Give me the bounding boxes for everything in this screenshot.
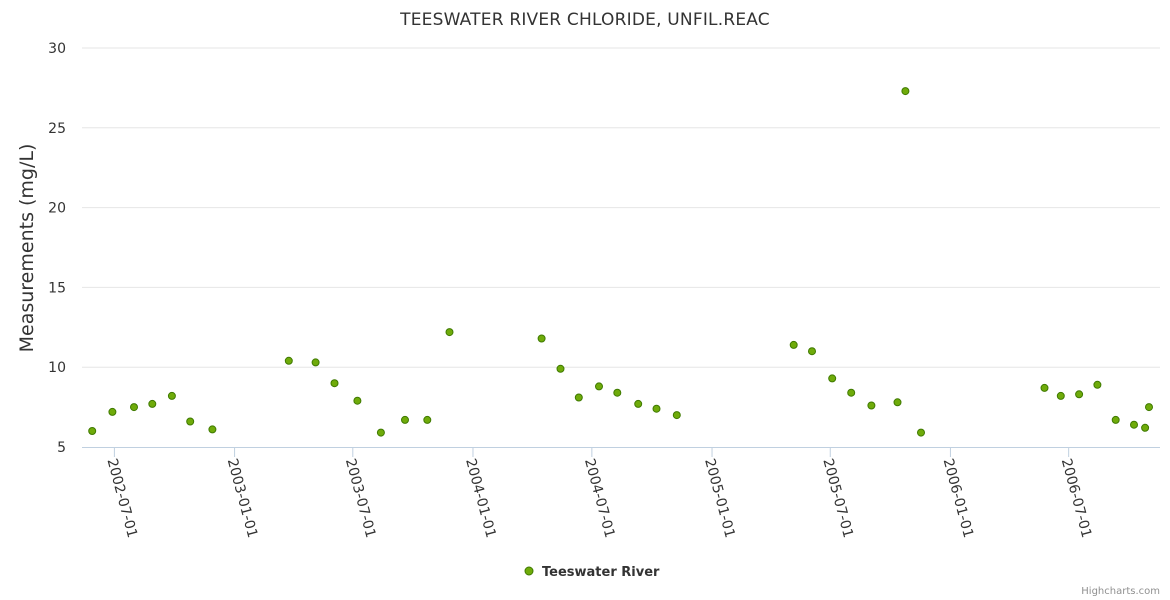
data-point[interactable] — [1130, 420, 1138, 429]
data-point[interactable] — [284, 356, 293, 365]
data-point[interactable] — [88, 427, 97, 435]
data-point[interactable] — [208, 425, 217, 434]
x-tick-label: 2006-07-01 — [1058, 457, 1095, 540]
data-point[interactable] — [186, 417, 195, 426]
data-point[interactable] — [1145, 403, 1153, 412]
data-point[interactable] — [808, 347, 816, 356]
x-tick-label: 2006-01-01 — [940, 457, 977, 540]
y-tick-label: 20 — [48, 201, 66, 217]
y-axis-label: Measurements (mg/L) — [16, 144, 38, 353]
legend[interactable]: Teeswater River — [524, 565, 660, 580]
data-point[interactable] — [613, 388, 622, 397]
data-point[interactable] — [574, 393, 583, 402]
legend-item-label[interactable]: Teeswater River — [542, 565, 660, 580]
data-point[interactable] — [672, 411, 681, 420]
data-point[interactable] — [1111, 415, 1120, 424]
y-tick-label: 25 — [48, 121, 66, 137]
data-point[interactable] — [423, 415, 432, 424]
y-tick-label: 10 — [48, 360, 66, 376]
data-point[interactable] — [108, 407, 117, 416]
data-point[interactable] — [1040, 383, 1049, 392]
data-point[interactable] — [130, 403, 138, 412]
legend-marker — [524, 566, 534, 576]
x-tick-label: 2005-01-01 — [701, 457, 738, 540]
data-point[interactable] — [634, 399, 643, 408]
x-tick-label: 2003-01-01 — [224, 457, 261, 540]
x-tick-label: 2002-07-01 — [104, 457, 141, 540]
data-point[interactable] — [847, 388, 856, 397]
data-point[interactable] — [353, 396, 362, 405]
data-point[interactable] — [1093, 380, 1102, 389]
y-tick-label: 15 — [48, 280, 66, 296]
data-point[interactable] — [401, 415, 409, 424]
data-point[interactable] — [556, 364, 565, 373]
data-point[interactable] — [445, 328, 454, 337]
x-tick-label: 2005-07-01 — [819, 457, 856, 540]
credit-link[interactable]: Highcharts.com — [1081, 586, 1160, 597]
data-point[interactable] — [595, 382, 603, 391]
x-tick-label: 2004-07-01 — [581, 457, 618, 540]
data-point[interactable] — [537, 334, 546, 343]
data-point[interactable] — [828, 374, 837, 383]
grid-lines — [82, 47, 1160, 368]
data-point[interactable] — [652, 404, 661, 413]
data-point[interactable] — [376, 428, 385, 437]
data-point[interactable] — [917, 428, 925, 437]
data-point[interactable] — [1056, 391, 1065, 400]
data-point[interactable] — [330, 379, 339, 388]
x-axis: 2002-07-01 2003-01-01 2003-07-01 2004-01-01… — [82, 447, 1160, 540]
x-tick-label: 2004-01-01 — [462, 457, 499, 540]
data-point[interactable] — [167, 391, 176, 400]
chart-title: TEESWATER RIVER CHLORIDE, UNFIL.REAC — [399, 10, 770, 30]
y-tick-label: 5 — [57, 440, 66, 456]
data-point[interactable] — [148, 399, 157, 408]
series-points — [88, 87, 1153, 437]
x-tick-label: 2003-07-01 — [342, 457, 379, 540]
data-point[interactable] — [311, 358, 320, 367]
y-tick-label: 30 — [48, 41, 66, 57]
data-point[interactable] — [789, 340, 798, 349]
data-point[interactable] — [893, 398, 902, 407]
data-point[interactable] — [1075, 390, 1084, 399]
data-point[interactable] — [901, 87, 910, 96]
data-point[interactable] — [1141, 423, 1150, 432]
y-axis: 5 10 15 20 25 30 — [48, 41, 66, 456]
data-point[interactable] — [867, 401, 876, 410]
